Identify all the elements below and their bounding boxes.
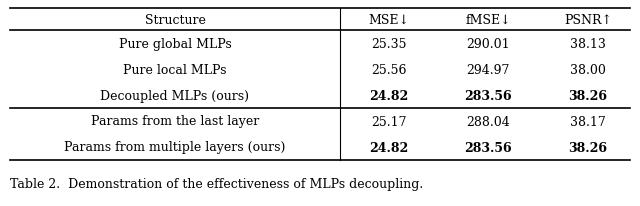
Text: Structure: Structure [145, 14, 205, 27]
Text: Pure local MLPs: Pure local MLPs [124, 63, 227, 76]
Text: Params from multiple layers (ours): Params from multiple layers (ours) [64, 142, 285, 154]
Text: MSE↓: MSE↓ [369, 14, 410, 27]
Text: 25.35: 25.35 [371, 37, 407, 50]
Text: 38.00: 38.00 [570, 63, 606, 76]
Text: 38.26: 38.26 [568, 142, 607, 154]
Text: 38.17: 38.17 [570, 116, 606, 129]
Text: 283.56: 283.56 [464, 142, 512, 154]
Text: Table 2.  Demonstration of the effectiveness of MLPs decoupling.: Table 2. Demonstration of the effectiven… [10, 178, 423, 191]
Text: 283.56: 283.56 [464, 89, 512, 103]
Text: 24.82: 24.82 [369, 142, 408, 154]
Text: 38.26: 38.26 [568, 89, 607, 103]
Text: fMSE↓: fMSE↓ [465, 14, 511, 27]
Text: 38.13: 38.13 [570, 37, 606, 50]
Text: 25.17: 25.17 [371, 116, 407, 129]
Text: Pure global MLPs: Pure global MLPs [118, 37, 232, 50]
Text: 24.82: 24.82 [369, 89, 408, 103]
Text: Decoupled MLPs (ours): Decoupled MLPs (ours) [100, 89, 250, 103]
Text: PSNR↑: PSNR↑ [564, 14, 612, 27]
Text: 25.56: 25.56 [371, 63, 407, 76]
Text: 294.97: 294.97 [467, 63, 509, 76]
Text: 290.01: 290.01 [466, 37, 510, 50]
Text: Params from the last layer: Params from the last layer [91, 116, 259, 129]
Text: 288.04: 288.04 [466, 116, 510, 129]
